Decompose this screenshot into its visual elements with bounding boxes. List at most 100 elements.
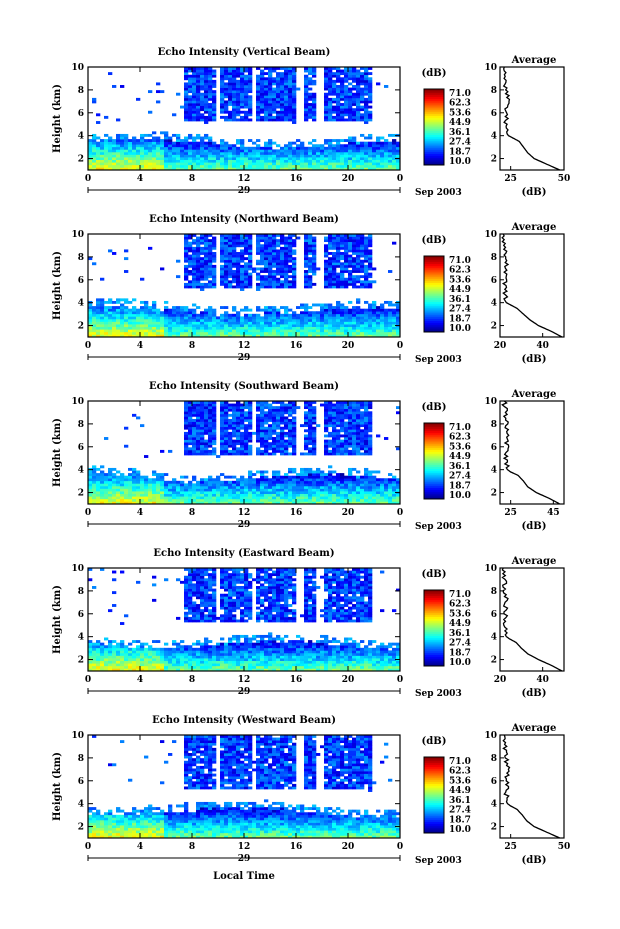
heatmap-cell	[196, 421, 201, 425]
heatmap-cell	[284, 426, 289, 430]
heatmap-cell	[108, 164, 113, 168]
heatmap-cell	[280, 421, 285, 425]
heatmap-cell	[136, 493, 141, 497]
heatmap-cell	[152, 488, 157, 492]
heatmap-cell	[240, 105, 245, 109]
heatmap-cell	[196, 483, 201, 487]
heatmap-cell	[356, 321, 361, 325]
heatmap-cell	[388, 144, 393, 148]
heatmap-cell	[144, 480, 149, 484]
heatmap-cell	[332, 259, 337, 263]
heatmap-cell	[296, 159, 301, 163]
heatmap-cell	[272, 105, 277, 109]
heatmap-cell	[328, 77, 333, 81]
colorbar-tick-label: 10.0	[449, 157, 471, 167]
heatmap-cell	[204, 146, 209, 150]
heatmap-cell	[212, 403, 217, 407]
heatmap-cell	[272, 331, 277, 335]
heatmap-cell	[252, 480, 257, 484]
heatmap-cell	[288, 421, 293, 425]
heatmap-cell	[344, 151, 349, 155]
colorbar-strip	[424, 138, 444, 141]
heatmap-cell	[196, 259, 201, 263]
heatmap-cell	[136, 485, 141, 489]
heatmap-cell	[268, 72, 273, 76]
heatmap-cell	[212, 157, 217, 161]
heatmap-cell	[116, 475, 121, 479]
heatmap-cell	[252, 324, 257, 328]
heatmap-cell	[172, 154, 177, 158]
heatmap-cell	[236, 92, 241, 96]
heatmap-cell	[144, 493, 149, 497]
heatmap-cell	[184, 324, 189, 328]
heatmap-cell	[264, 85, 269, 88]
heatmap-cell	[356, 264, 361, 268]
heatmap-cell	[356, 162, 361, 166]
heatmap-cell	[256, 485, 261, 489]
heatmap-cell	[228, 259, 233, 263]
heatmap-cell	[312, 159, 317, 163]
heatmap-cell	[288, 67, 293, 70]
heatmap-cell	[244, 100, 249, 104]
heatmap-cell	[156, 488, 161, 492]
heatmap-cell	[280, 82, 285, 86]
heatmap-cell	[184, 154, 189, 158]
heatmap-cell	[248, 437, 253, 440]
heatmap-cell	[224, 149, 229, 153]
heatmap-cell	[188, 95, 193, 99]
heatmap-cell	[148, 151, 153, 155]
heatmap-cell	[320, 331, 325, 335]
heatmap-cell	[204, 108, 209, 112]
heatmap-cell	[188, 100, 193, 104]
heatmap-cell	[124, 311, 129, 315]
heatmap-cell	[228, 159, 233, 163]
heatmap-cell	[228, 246, 233, 250]
heatmap-cell	[396, 141, 401, 145]
heatmap-cell	[320, 303, 325, 307]
heatmap-cell	[260, 285, 265, 289]
heatmap-cell	[184, 74, 189, 78]
heatmap-cell	[304, 259, 309, 263]
heatmap-cell	[264, 234, 269, 237]
heatmap-cell	[240, 87, 245, 91]
heatmap-cell	[156, 136, 161, 140]
heatmap-cell	[304, 77, 309, 81]
heatmap-cell	[164, 167, 169, 171]
heatmap-cell	[204, 257, 209, 261]
heatmap-cell	[216, 491, 221, 495]
heatmap-cell	[232, 426, 237, 430]
heatmap-cell	[324, 321, 329, 325]
heatmap-cell	[340, 103, 345, 106]
heatmap-cell	[328, 311, 333, 315]
heatmap-cell	[244, 282, 249, 286]
heatmap-cell	[332, 234, 337, 237]
heatmap-cell	[204, 406, 209, 410]
heatmap-cell	[328, 82, 333, 86]
heatmap-cell	[248, 313, 253, 317]
heatmap-cell	[316, 470, 321, 474]
heatmap-cell	[104, 437, 109, 440]
heatmap-cell	[244, 154, 249, 158]
colorbar-strip	[424, 140, 444, 143]
heatmap-cell	[268, 246, 273, 250]
heatmap-cell	[364, 82, 369, 86]
heatmap-cell	[120, 473, 125, 476]
heatmap-cell	[280, 321, 285, 325]
heatmap-cell	[368, 141, 373, 145]
heatmap-cell	[340, 324, 345, 328]
heatmap-cell	[264, 447, 269, 451]
heatmap-cell	[264, 151, 269, 155]
heatmap-cell	[376, 141, 381, 145]
heatmap-cell	[128, 313, 133, 317]
heatmap-cell	[276, 401, 281, 404]
heatmap-cell	[136, 496, 141, 500]
heatmap-cell	[236, 118, 241, 122]
heatmap-cell	[392, 318, 397, 322]
heatmap-cell	[200, 95, 205, 99]
heatmap-cell	[196, 167, 201, 171]
heatmap-cell	[200, 478, 205, 482]
heatmap-cell	[196, 498, 201, 502]
heatmap-cell	[352, 264, 357, 268]
heatmap-cell	[312, 79, 317, 83]
heatmap-cell	[204, 254, 209, 258]
